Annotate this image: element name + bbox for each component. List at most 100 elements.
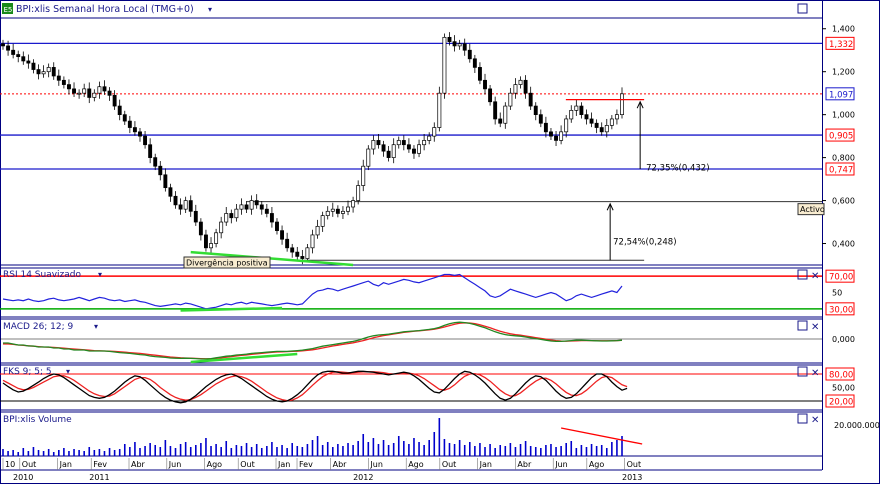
price-tick-label: 0,600 [832,197,855,206]
candle-body [102,86,107,92]
macd-maximize-icon[interactable] [797,320,808,331]
candle-body [26,60,31,64]
candle-body [569,110,574,120]
price-tick-label: 0,400 [832,240,855,249]
month-label: Abr [333,460,348,469]
candle-body [467,49,472,60]
candle-body [330,208,335,212]
price-tick-label: 1,400 [832,25,855,34]
candle-body [269,213,274,223]
candle-body [97,86,102,94]
candle-body [21,56,26,62]
panel-frame-fks [0,364,823,411]
candle-body [549,131,553,137]
candle-body [239,204,244,210]
candle-body [376,140,381,146]
candle-body [356,185,361,201]
price-tick-label: 0,800 [832,154,855,163]
month-label: Ago [408,460,424,469]
volume-title[interactable]: BPI:xlis Volume [3,415,72,425]
month-label: Out [627,460,642,469]
macd-close-icon[interactable]: ✕ [811,322,819,333]
volume-close-icon[interactable]: ✕ [811,415,819,426]
macd-title[interactable]: MACD 26; 12; 9 [3,322,74,332]
candle-body [92,92,97,98]
fks-title[interactable]: FKS 9; 5; 5 [3,367,52,377]
candle-body [290,247,295,253]
candle-body [198,221,203,236]
rsi-title[interactable]: RSI 14 Suavizado [3,270,82,280]
rsi-label-30-box [825,302,855,316]
candle-body [310,234,315,249]
candle-body [87,88,92,98]
fks-close-icon[interactable]: ✕ [811,368,819,379]
candle-body [320,215,325,227]
candle-body [346,206,350,212]
divergence-line-price [190,250,354,267]
rsi-dropdown-icon[interactable]: ▾ [98,270,102,279]
rsi-label-70-box [825,269,855,283]
rsi-line [2,273,623,310]
rsi-label-50: 50 [832,289,842,298]
fks-dropdown-icon[interactable]: ▾ [66,367,70,376]
fks-fast-line [2,370,628,404]
year-label: 2010 [13,473,33,482]
macd-dropdown-icon[interactable]: ▾ [94,322,98,331]
candle-body [67,84,71,90]
candle-body [447,36,452,42]
month-label: Jan [479,460,492,469]
month-label: 10 [5,460,15,469]
candle-body [381,144,386,152]
candle-body [46,67,51,73]
month-label: Jan [277,460,290,469]
month-label: Out [240,460,255,469]
divergence-label: Divergência positiva [186,258,268,268]
month-label: Out [22,460,37,469]
fks-label-20: 20,00 [829,398,853,408]
candle-body [168,187,173,197]
candle-body [554,135,558,141]
candle-body [285,238,290,249]
candle-body [401,140,406,146]
candle-body [386,150,391,158]
rsi-label-70: 70,00 [829,273,853,283]
x-axis: 10 Out Jan Fev Abr Jun Ago Out Jan Fev Abr Jun Ago Ou… [0,458,822,482]
rsi-panel [0,273,822,312]
candle-body [564,118,569,133]
candle-body [264,208,269,214]
year-label: 2012 [353,473,373,482]
candle-body [508,92,513,107]
candle-body [234,208,239,219]
price-maximize-icon[interactable] [797,3,808,14]
volume-trend-line [560,427,643,445]
candle-body [340,210,345,214]
candle-body [483,79,487,90]
app-logo: E5 [4,6,13,14]
price-dropdown-icon[interactable]: ▾ [208,5,212,14]
activo-label: Activo [800,205,825,214]
volume-maximize-icon[interactable] [797,413,808,424]
candle-body [477,67,482,81]
fks-label-50: 50,00 [832,384,855,393]
month-label: Jan [59,460,72,469]
fks-maximize-icon[interactable] [797,366,808,377]
candle-body [528,92,533,107]
candle-body [158,165,163,176]
fks-label-80: 80,00 [829,371,853,381]
candle-body [559,131,564,141]
candle-body [305,247,310,259]
level-label-0747-box [825,162,855,176]
candle-body [538,114,543,124]
fks-label-20-box [825,394,855,408]
candle-body [143,135,148,146]
candle-body [127,120,132,128]
candle-body [462,43,467,51]
rsi-close-icon[interactable]: ✕ [811,271,819,282]
candle-body [219,221,224,234]
candle-body [259,204,264,210]
price-title[interactable]: BPI:xlis Semanal Hora Local (TMG+0) [16,4,194,15]
year-label: 2011 [89,473,109,482]
candle-body [584,114,589,120]
candle-body [6,45,11,51]
rsi-maximize-icon[interactable] [797,269,808,280]
